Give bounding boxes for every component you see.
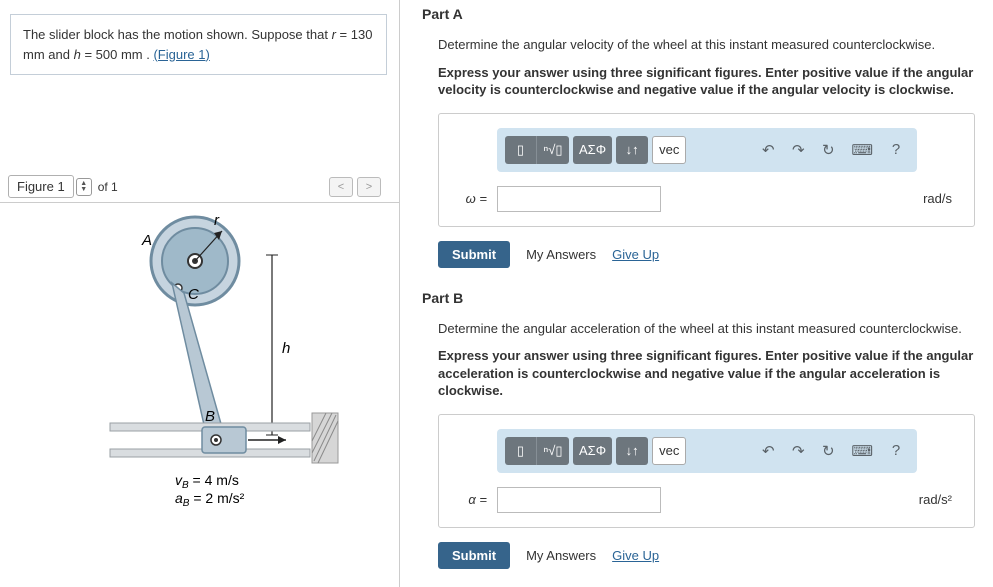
equation-toolbar-a: ▯ ⁿ√▯ ΑΣΦ ↓↑ vec ↶ ↷ ↻ ⌨ ?	[497, 128, 917, 172]
prompt-text-3: = 500 mm	[81, 47, 143, 62]
sqrt-tool-icon[interactable]: ⁿ√▯	[537, 136, 569, 164]
part-a-answer-card: ▯ ⁿ√▯ ΑΣΦ ↓↑ vec ↶ ↷ ↻ ⌨ ? ω = rad/s	[438, 113, 975, 227]
greek-tool-icon[interactable]: ΑΣΦ	[573, 437, 612, 465]
part-b-submit-button[interactable]: Submit	[438, 542, 510, 569]
part-b-question: Determine the angular acceleration of th…	[438, 320, 981, 338]
sqrt-tool-icon[interactable]: ⁿ√▯	[537, 437, 569, 465]
figure-stepper[interactable]: ▲▼	[76, 178, 92, 196]
part-a-question: Determine the angular velocity of the wh…	[438, 36, 981, 54]
part-a-answer-input[interactable]	[497, 186, 661, 212]
svg-text:A: A	[141, 232, 152, 249]
template-tool-icon[interactable]: ▯	[505, 437, 537, 465]
vec-tool-icon[interactable]: vec	[652, 437, 686, 465]
figure-next-button[interactable]: >	[357, 177, 381, 197]
figure-diagram: h r A C	[0, 202, 399, 526]
figure-prev-button[interactable]: <	[329, 177, 353, 197]
part-a-giveup-link[interactable]: Give Up	[612, 247, 659, 262]
subsup-tool-icon[interactable]: ↓↑	[616, 136, 648, 164]
svg-text:B: B	[205, 408, 215, 425]
subsup-tool-icon[interactable]: ↓↑	[616, 437, 648, 465]
part-b-title: Part B	[422, 290, 981, 306]
undo-icon[interactable]: ↶	[755, 136, 781, 164]
mechanism-svg: h r A C	[50, 213, 350, 513]
svg-text:aB = 2 m/s²: aB = 2 m/s²	[175, 490, 245, 509]
part-b-answer-card: ▯ ⁿ√▯ ΑΣΦ ↓↑ vec ↶ ↷ ↻ ⌨ ? α = rad/s²	[438, 414, 975, 528]
undo-icon[interactable]: ↶	[755, 437, 781, 465]
prompt-and: and	[45, 47, 74, 62]
my-answers-label-b: My Answers	[526, 548, 596, 563]
var-h: h	[74, 47, 81, 62]
figure-label: Figure 1	[8, 175, 74, 198]
problem-statement: The slider block has the motion shown. S…	[10, 14, 387, 75]
reset-icon[interactable]: ↻	[815, 136, 841, 164]
part-a-unit: rad/s	[923, 191, 960, 206]
keyboard-icon[interactable]: ⌨	[845, 136, 879, 164]
my-answers-label-a: My Answers	[526, 247, 596, 262]
redo-icon[interactable]: ↷	[785, 437, 811, 465]
help-icon[interactable]: ?	[883, 437, 909, 465]
part-a-title: Part A	[422, 6, 981, 22]
svg-text:vB = 4 m/s: vB = 4 m/s	[175, 472, 239, 491]
help-icon[interactable]: ?	[883, 136, 909, 164]
part-a-instructions: Express your answer using three signific…	[438, 64, 981, 99]
figure-link[interactable]: (Figure 1)	[153, 47, 209, 62]
part-b-giveup-link[interactable]: Give Up	[612, 548, 659, 563]
part-b-unit: rad/s²	[919, 492, 960, 507]
keyboard-icon[interactable]: ⌨	[845, 437, 879, 465]
part-b-answer-input[interactable]	[497, 487, 661, 513]
part-a-variable: ω =	[453, 191, 487, 206]
greek-tool-icon[interactable]: ΑΣΦ	[573, 136, 612, 164]
figure-of-text: of 1	[98, 180, 118, 194]
prompt-text-1: The slider block has the motion shown. S…	[23, 27, 332, 42]
equation-toolbar-b: ▯ ⁿ√▯ ΑΣΦ ↓↑ vec ↶ ↷ ↻ ⌨ ?	[497, 429, 917, 473]
redo-icon[interactable]: ↷	[785, 136, 811, 164]
part-a-submit-button[interactable]: Submit	[438, 241, 510, 268]
reset-icon[interactable]: ↻	[815, 437, 841, 465]
svg-text:C: C	[188, 286, 199, 303]
part-b-instructions: Express your answer using three signific…	[438, 347, 981, 400]
figure-navigator: Figure 1 ▲▼ of 1 < >	[0, 171, 399, 202]
part-b-variable: α =	[453, 492, 487, 507]
vec-tool-icon[interactable]: vec	[652, 136, 686, 164]
prompt-period: .	[143, 47, 154, 62]
svg-text:h: h	[282, 340, 290, 357]
template-tool-icon[interactable]: ▯	[505, 136, 537, 164]
